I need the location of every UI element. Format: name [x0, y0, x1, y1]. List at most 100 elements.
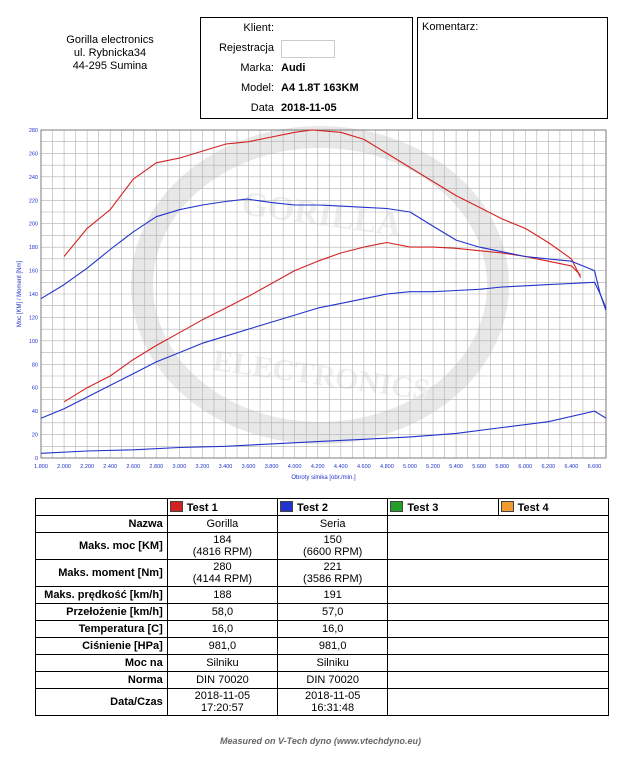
empty-cell: [387, 637, 609, 655]
row-label: Norma: [35, 671, 168, 689]
table-row: Moc na Silniku Silniku: [35, 654, 609, 672]
series-line-2: [63, 241, 581, 403]
table-row: Norma DIN 70020 DIN 70020: [35, 671, 609, 689]
cell-line: (4816 RPM): [192, 546, 253, 558]
cell-line: Seria: [319, 518, 346, 530]
y-tick-label: 140: [29, 292, 38, 298]
legend-label: Test 2: [297, 501, 329, 514]
model-label: Model:: [240, 82, 274, 94]
cell-line: 184: [213, 534, 232, 546]
x-tick-label: 6.600: [588, 464, 602, 470]
y-axis-label: Moc [KM] / Moment [Nm]: [17, 260, 23, 327]
row-label: Maks. moment [Nm]: [35, 559, 168, 587]
series-line-5: [40, 410, 607, 454]
x-tick-label: 3.800: [265, 464, 279, 470]
watermark-ring: [131, 126, 509, 444]
model-row: Model: A4 1.8T 163KM: [201, 80, 412, 98]
y-tick-label: 280: [29, 128, 38, 134]
company-name: Gorilla electronics: [66, 34, 154, 46]
empty-cell: [387, 671, 609, 689]
x-tick-label: 3.200: [196, 464, 210, 470]
x-tick-label: 5.200: [426, 464, 440, 470]
value-cell-t2: 191: [277, 586, 389, 604]
x-tick-label: 6.400: [565, 464, 579, 470]
row-label: Maks. prędkość [km/h]: [35, 586, 168, 604]
value-cell-t1: DIN 70020: [166, 671, 279, 689]
date-value: 2018-11-05: [281, 102, 337, 114]
value-cell-t1: 16,0: [166, 620, 279, 638]
x-axis-label: Obroty silnika [obr./min.]: [291, 475, 356, 481]
value-cell-t2: Silniku: [277, 654, 389, 672]
x-tick-label: 4.400: [334, 464, 348, 470]
empty-cell: [387, 586, 609, 604]
y-tick-label: 200: [29, 222, 38, 228]
table-row: Temperatura [C] 16,0 16,0: [35, 620, 609, 638]
cell-line: 57,0: [321, 606, 344, 618]
value-cell-t1: 188: [166, 586, 279, 604]
legend-label: Test 1: [186, 501, 218, 514]
value-cell-t1: 981,0: [166, 637, 279, 655]
cell-line: 16:31:48: [311, 702, 355, 714]
x-tick-label: 5.000: [403, 464, 417, 470]
cell-line: Silniku: [316, 657, 349, 669]
make-value: Audi: [281, 62, 306, 74]
value-cell-t1: Gorilla: [166, 515, 279, 533]
y-tick-label: 160: [29, 269, 38, 275]
chart-series: [40, 129, 607, 454]
table-row: Maks. prędkość [km/h] 188 191: [35, 586, 609, 604]
row-label: Ciśnienie [HPa]: [35, 637, 168, 655]
y-tick-label: 80: [32, 362, 38, 368]
legend-row: Test 1 Test 2 Test 3 Test 4: [35, 498, 610, 516]
legend-test-3: Test 3: [387, 498, 499, 516]
legend-test-1: Test 1: [166, 498, 279, 516]
empty-cell: [387, 532, 609, 560]
x-tick-label: 2.000: [57, 464, 71, 470]
row-label: Data/Czas: [35, 688, 168, 716]
series-line-4: [40, 281, 607, 419]
cell-line: (6600 RPM): [303, 546, 363, 558]
x-tick-label: 2.400: [103, 464, 117, 470]
x-tick-label: 2.200: [80, 464, 94, 470]
row-label: Moc na: [35, 654, 168, 672]
empty-cell: [387, 620, 609, 638]
legend-label: Test 3: [407, 501, 439, 514]
y-tick-label: 180: [29, 245, 38, 251]
x-tick-label: 3.400: [219, 464, 233, 470]
row-label: Temperatura [C]: [35, 620, 168, 638]
cell-line: 2018-11-05: [194, 690, 251, 702]
y-tick-label: 20: [32, 433, 38, 439]
model-value: A4 1.8T 163KM: [281, 82, 359, 94]
x-tick-label: 5.600: [472, 464, 486, 470]
value-cell-t2: 16,0: [277, 620, 389, 638]
cell-line: 16,0: [211, 623, 234, 635]
value-cell-t1: Silniku: [166, 654, 279, 672]
x-axis-ticks: 1.800 2.000 2.200 2.400 2.600 2.800 3.000 3.200…: [34, 464, 601, 470]
make-row: Marka: Audi: [201, 60, 412, 78]
value-cell-t2: 150 (6600 RPM): [277, 532, 389, 560]
company-city: 44-295 Sumina: [72, 60, 148, 72]
value-cell-t2: DIN 70020: [277, 671, 389, 689]
y-axis-ticks: 0 20 40 60 80 100 120 140 160 180 200 220 240 260 280: [29, 128, 38, 462]
table-row: Przełożenie [km/h] 58,0 57,0: [35, 603, 609, 621]
legend-swatch: [500, 500, 514, 512]
x-tick-label: 4.200: [311, 464, 325, 470]
client-row: Klient:: [201, 20, 412, 38]
value-cell-t1: 184 (4816 RPM): [166, 532, 279, 560]
cell-line: DIN 70020: [306, 674, 359, 686]
x-tick-label: 1.800: [34, 464, 48, 470]
legend-test-4: Test 4: [497, 498, 610, 516]
empty-cell: [387, 515, 609, 533]
value-cell-t1: 58,0: [166, 603, 279, 621]
x-tick-label: 4.000: [288, 464, 302, 470]
table-row: Nazwa Gorilla Seria: [35, 515, 609, 533]
y-tick-label: 220: [29, 198, 38, 204]
empty-cell: [387, 603, 609, 621]
cell-line: 150: [323, 534, 342, 546]
y-tick-label: 100: [29, 339, 38, 345]
cell-line: 17:20:57: [200, 702, 244, 714]
empty-cell: [387, 654, 609, 672]
legend-swatch: [390, 500, 404, 512]
value-cell-t1: 2018-11-05 17:20:57: [166, 688, 279, 716]
row-label: Przełożenie [km/h]: [35, 603, 168, 621]
